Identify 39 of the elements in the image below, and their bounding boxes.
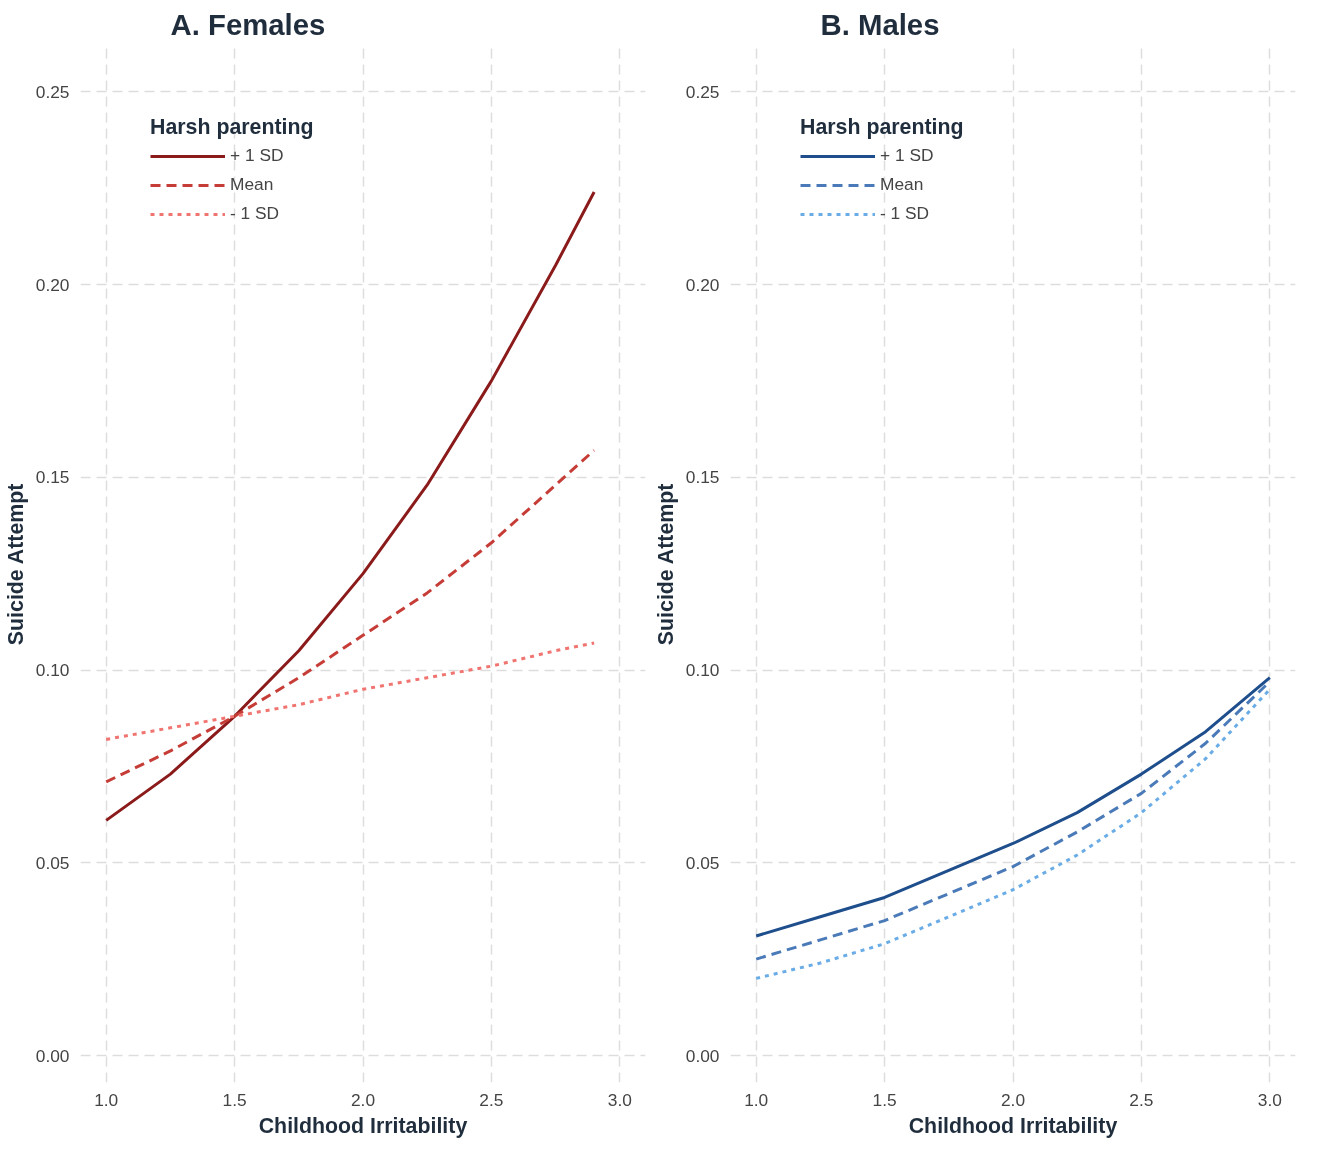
y-tick-label: 0.15 bbox=[35, 467, 70, 488]
y-tick-label: 0.05 bbox=[685, 852, 720, 873]
y-tick-label: 0.20 bbox=[35, 274, 70, 295]
x-tick-label: 1.0 bbox=[94, 1089, 119, 1110]
x-tick-label: 1.5 bbox=[222, 1089, 247, 1110]
x-tick-label: 2.5 bbox=[479, 1089, 504, 1110]
legend-title: Harsh parenting bbox=[800, 115, 964, 140]
y-axis-title: Suicide Attempt bbox=[653, 483, 678, 646]
line-series bbox=[104, 190, 596, 822]
y-tick-label: 0.10 bbox=[685, 660, 720, 681]
line-series bbox=[104, 448, 596, 784]
y-axis-title: Suicide Attempt bbox=[3, 483, 28, 646]
legend-label: - 1 SD bbox=[230, 203, 280, 224]
x-tick-label: 2.0 bbox=[1000, 1089, 1026, 1110]
x-tick-label: 3.0 bbox=[1257, 1089, 1282, 1110]
line-series bbox=[104, 641, 596, 741]
legend-title: Harsh parenting bbox=[150, 115, 314, 140]
x-tick-label: 2.5 bbox=[1129, 1089, 1154, 1110]
y-tick-label: 0.00 bbox=[35, 1045, 70, 1066]
legend-label: Mean bbox=[880, 174, 924, 195]
y-tick-label: 0.10 bbox=[35, 660, 70, 681]
x-tick-label: 1.0 bbox=[744, 1089, 769, 1110]
x-tick-label: 1.5 bbox=[872, 1089, 897, 1110]
legend-label: - 1 SD bbox=[880, 203, 930, 224]
y-tick-label: 0.00 bbox=[685, 1045, 720, 1066]
legend-label: Mean bbox=[230, 174, 274, 195]
x-tick-label: 2.0 bbox=[350, 1089, 376, 1110]
chart-title: A. Females bbox=[170, 7, 326, 41]
legend-label: + 1 SD bbox=[230, 145, 284, 166]
x-axis-title: Childhood Irritability bbox=[908, 1113, 1118, 1138]
chart-title: B. Males bbox=[820, 7, 940, 41]
x-tick-label: 3.0 bbox=[607, 1089, 632, 1110]
y-tick-label: 0.15 bbox=[685, 467, 720, 488]
x-axis-title: Childhood Irritability bbox=[258, 1113, 468, 1138]
legend-label: + 1 SD bbox=[880, 145, 934, 166]
y-tick-label: 0.25 bbox=[685, 81, 720, 102]
y-tick-label: 0.05 bbox=[35, 852, 70, 873]
y-tick-label: 0.20 bbox=[685, 274, 720, 295]
y-tick-label: 0.25 bbox=[35, 81, 70, 102]
